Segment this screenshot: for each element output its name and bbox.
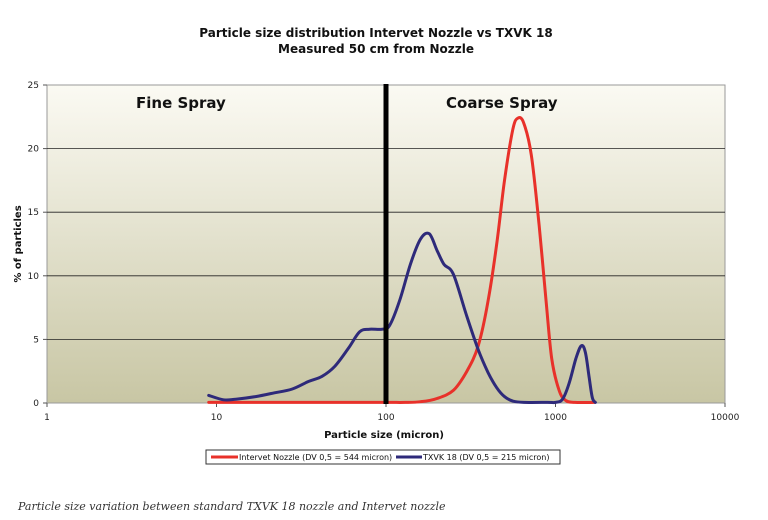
chart-subtitle: Measured 50 cm from Nozzle — [278, 42, 474, 56]
fine-coarse-divider — [383, 84, 389, 404]
y-axis-label: % of particles — [13, 205, 24, 282]
legend: Intervet Nozzle (DV 0,5 = 544 micron) TX… — [205, 449, 561, 465]
x-tick-label: 100 — [377, 413, 394, 423]
figure-caption: Particle size variation between standard… — [18, 500, 446, 513]
x-axis-ticks: 1 10 100 1000 10000 — [44, 403, 740, 423]
x-tick-label: 10 — [211, 413, 223, 423]
y-tick-label: 0 — [33, 399, 39, 409]
x-axis-label: Particle size (micron) — [324, 430, 444, 441]
y-tick-label: 20 — [28, 145, 40, 155]
legend-box — [205, 449, 561, 465]
x-tick-label: 1 — [44, 413, 50, 423]
fine-spray-label: Fine Spray — [136, 94, 226, 112]
particle-size-chart: Particle size distribution Intervet Nozz… — [13, 26, 740, 465]
chart-title: Particle size distribution Intervet Nozz… — [199, 26, 552, 40]
y-axis-ticks: 0 5 10 15 20 25 — [28, 81, 47, 409]
legend-label-intervet: Intervet Nozzle (DV 0,5 = 544 micron) — [239, 453, 392, 462]
series-layer — [207, 116, 597, 405]
series-line-txvk — [207, 231, 597, 405]
x-tick-label: 1000 — [544, 413, 567, 423]
y-tick-label: 5 — [33, 335, 39, 345]
legend-label-txvk: TXVK 18 (DV 0,5 = 215 micron) — [422, 453, 549, 462]
y-tick-label: 25 — [28, 81, 39, 91]
series-line-intervet — [207, 116, 597, 405]
y-tick-label: 10 — [28, 272, 40, 282]
x-tick-label: 10000 — [711, 413, 740, 423]
y-tick-label: 15 — [28, 208, 39, 218]
coarse-spray-label: Coarse Spray — [446, 94, 558, 112]
